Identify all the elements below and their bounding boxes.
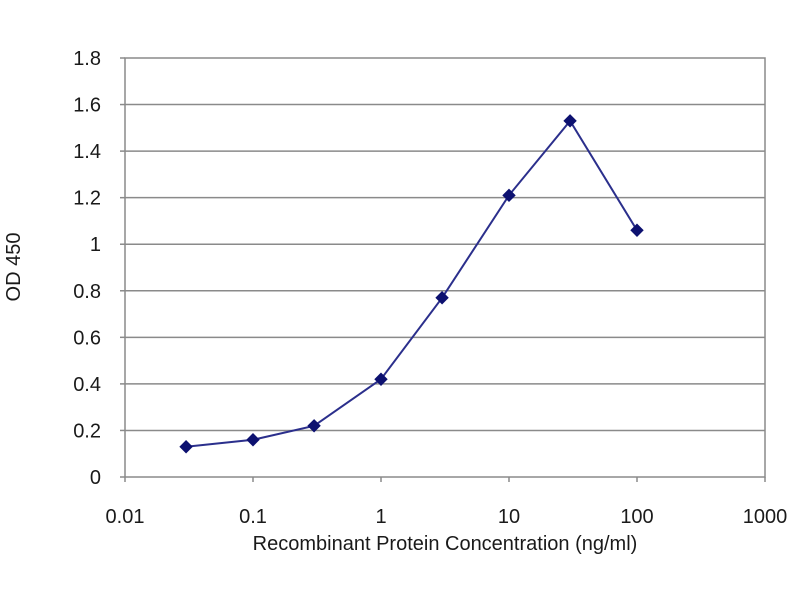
y-tick-label: 0.8 bbox=[73, 281, 101, 303]
x-tick-label: 0.01 bbox=[106, 506, 145, 528]
x-tick-label: 100 bbox=[620, 506, 653, 528]
y-axis-label: OD 450 bbox=[3, 233, 25, 302]
y-tick-label: 0.6 bbox=[73, 327, 101, 349]
y-tick-label: 1 bbox=[90, 234, 101, 256]
y-axis-ticks: 0 0.2 0.4 0.6 0.8 1 1.2 1.4 1.6 1.8 bbox=[73, 48, 125, 489]
y-tick-label: 1.2 bbox=[73, 188, 101, 210]
data-point bbox=[563, 114, 577, 128]
data-point bbox=[435, 291, 449, 305]
data-point bbox=[374, 372, 388, 386]
y-tick-label: 1.8 bbox=[73, 48, 101, 70]
data-point bbox=[630, 223, 644, 237]
x-axis-ticks: 0.01 0.1 1 10 100 1000 bbox=[106, 477, 788, 528]
y-tick-label: 0.4 bbox=[73, 374, 101, 396]
data-point bbox=[307, 419, 321, 433]
data-point bbox=[179, 440, 193, 454]
x-tick-label: 1000 bbox=[743, 506, 788, 528]
plot-area bbox=[124, 57, 766, 478]
series-line bbox=[185, 119, 638, 448]
x-tick-label: 0.1 bbox=[239, 506, 267, 528]
x-axis-label: Recombinant Protein Concentration (ng/ml… bbox=[253, 533, 638, 555]
x-tick-label: 10 bbox=[498, 506, 520, 528]
y-tick-label: 0 bbox=[90, 467, 101, 489]
data-point bbox=[246, 433, 260, 447]
y-tick-label: 0.2 bbox=[73, 420, 101, 442]
y-tick-label: 1.6 bbox=[73, 95, 101, 117]
grid-lines bbox=[125, 103, 765, 432]
y-tick-label: 1.4 bbox=[73, 141, 101, 163]
data-point bbox=[502, 188, 516, 203]
series-layer bbox=[179, 114, 644, 454]
x-tick-label: 1 bbox=[375, 506, 386, 528]
